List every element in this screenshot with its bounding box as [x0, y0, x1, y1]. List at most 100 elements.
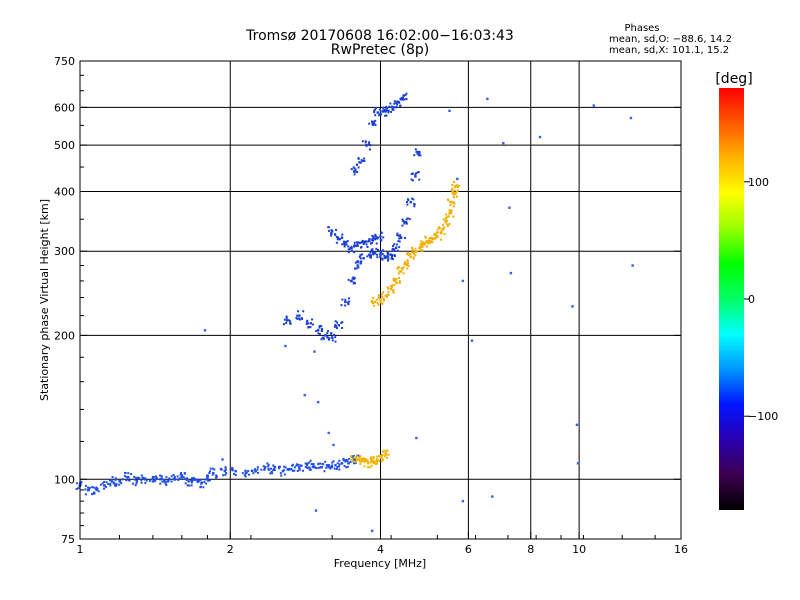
data-point-spread	[208, 479, 211, 482]
x-tick-label: 8	[527, 543, 534, 556]
data-point-spread	[211, 473, 214, 476]
data-point-spread	[443, 233, 446, 236]
data-point-spread	[77, 487, 80, 490]
data-point-spread	[401, 98, 404, 101]
data-point-spread	[399, 105, 402, 108]
data-point	[303, 393, 306, 397]
data-point-spread	[425, 245, 428, 248]
data-point-spread	[340, 236, 343, 239]
data-point-spread	[194, 478, 197, 481]
data-point-spread	[330, 229, 333, 232]
data-point-spread	[396, 232, 399, 235]
data-point-spread	[443, 226, 446, 229]
data-point-spread	[416, 250, 419, 253]
data-point-spread	[453, 193, 456, 196]
data-point-spread	[325, 464, 328, 467]
data-point-spread	[135, 479, 138, 482]
data-point-spread	[262, 465, 265, 468]
data-point-spread	[333, 325, 336, 328]
data-point-spread	[376, 460, 379, 463]
data-point-spread	[382, 291, 385, 294]
data-point	[414, 175, 417, 178]
data-point-spread	[340, 462, 343, 465]
data-point-spread	[352, 276, 355, 279]
data-point-spread	[330, 332, 333, 335]
data-point-spread	[224, 466, 227, 469]
data-point-spread	[327, 338, 330, 341]
data-point-spread	[372, 120, 375, 123]
data-point-spread	[404, 261, 407, 264]
x-tick-label: 2	[227, 543, 234, 556]
data-point-spread	[336, 462, 339, 465]
data-point-spread	[346, 240, 349, 243]
data-point-spread	[338, 459, 341, 462]
data-point-spread	[415, 150, 418, 153]
data-point-spread	[458, 184, 461, 187]
data-point	[416, 152, 419, 155]
data-point-spread	[421, 241, 424, 244]
data-point-spread	[333, 333, 336, 336]
data-point-spread	[374, 108, 377, 111]
data-point-spread	[138, 477, 141, 480]
data-point-spread	[380, 239, 383, 242]
data-point-spread	[369, 242, 372, 245]
data-point-spread	[372, 236, 375, 239]
data-point-spread	[357, 266, 360, 269]
data-point-spread	[131, 482, 134, 485]
data-point-spread	[352, 282, 355, 285]
colorbar-ticks: 100 0 −100	[744, 176, 778, 423]
data-point-spread	[311, 318, 314, 321]
data-point-spread	[112, 482, 115, 485]
data-point-spread	[358, 457, 361, 460]
data-point-spread	[413, 154, 416, 157]
data-point-spread	[374, 119, 377, 122]
data-point-spread	[428, 237, 431, 240]
data-point-spread	[377, 303, 380, 306]
data-point-spread	[402, 272, 405, 275]
grid-lines	[80, 61, 681, 539]
data-point-spread	[87, 488, 90, 491]
data-point-spread	[120, 482, 123, 485]
data-point-spread	[207, 479, 210, 482]
data-point-spread	[450, 212, 453, 215]
data-point-spread	[408, 218, 411, 221]
data-point-spread	[406, 262, 409, 265]
data-point-spread	[342, 459, 345, 462]
data-point-spread	[387, 453, 390, 456]
data-point-spread	[308, 466, 311, 469]
data-point-spread	[421, 245, 424, 248]
data-point-spread	[451, 183, 454, 186]
data-point-spread	[368, 122, 371, 125]
data-point-spread	[441, 227, 444, 230]
data-point-spread	[341, 321, 344, 324]
data-point-spread	[342, 457, 345, 460]
data-point-spread	[401, 268, 404, 271]
data-point-spread	[424, 235, 427, 238]
data-point-spread	[357, 241, 360, 244]
data-point-spread	[398, 276, 401, 279]
data-point	[461, 499, 465, 503]
data-point-spread	[424, 241, 427, 244]
x-axis-ticks: 1 2 4 6 8 10 16	[77, 532, 688, 556]
data-point-spread	[386, 254, 389, 257]
data-point-spread	[384, 454, 387, 457]
data-point-spread	[247, 469, 250, 472]
data-point-spread	[191, 477, 194, 480]
data-point	[392, 106, 395, 109]
data-point-spread	[370, 301, 373, 304]
data-point	[394, 246, 398, 249]
data-point-spread	[372, 235, 375, 238]
data-point-spread	[402, 266, 405, 269]
data-point-spread	[406, 200, 409, 203]
data-point-spread	[398, 240, 401, 243]
data-point-spread	[390, 110, 393, 113]
data-point	[284, 344, 287, 348]
data-point-spread	[206, 474, 209, 477]
data-point-spread	[298, 318, 301, 321]
data-point-spread	[291, 469, 294, 472]
data-point-spread	[419, 154, 422, 157]
data-point-spread	[364, 140, 367, 143]
data-point-spread	[203, 481, 206, 484]
data-point-spread	[121, 478, 124, 481]
data-point-spread	[302, 469, 305, 472]
